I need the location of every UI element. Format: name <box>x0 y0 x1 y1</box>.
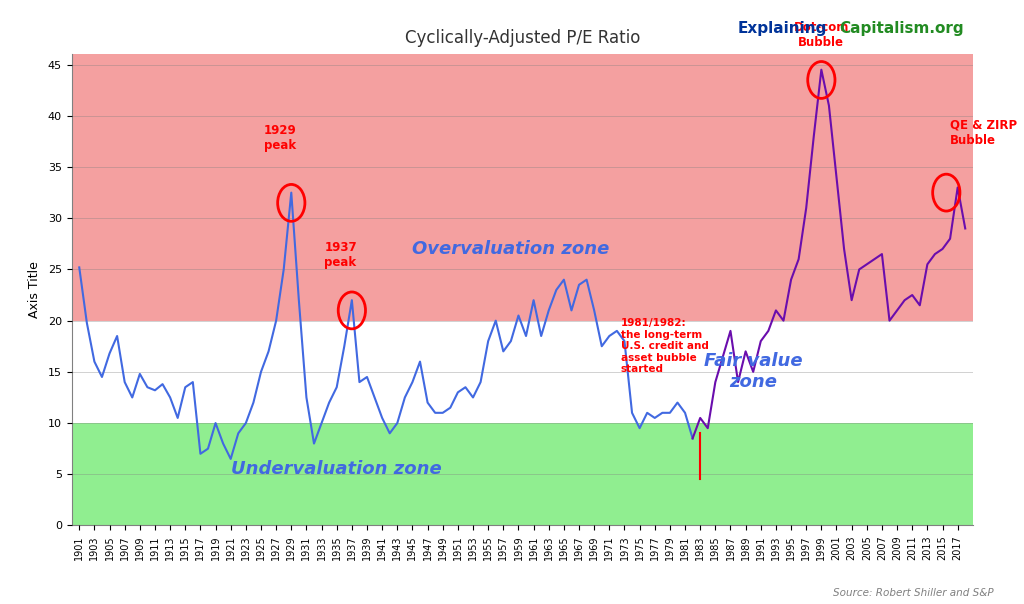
Bar <box>72 423 973 525</box>
Title: Cyclically-Adjusted P/E Ratio: Cyclically-Adjusted P/E Ratio <box>404 29 640 47</box>
Text: Undervaluation zone: Undervaluation zone <box>231 460 442 478</box>
Text: 1929
peak: 1929 peak <box>263 124 296 152</box>
Bar <box>72 54 973 321</box>
Text: Source: Robert Shiller and S&P: Source: Robert Shiller and S&P <box>833 588 993 598</box>
Text: 1981/1982:
the long-term
U.S. credit and
asset bubble
started: 1981/1982: the long-term U.S. credit and… <box>621 318 709 374</box>
Text: Capitalism.org: Capitalism.org <box>840 21 965 36</box>
Text: Explaining: Explaining <box>737 21 826 36</box>
Y-axis label: Axis Title: Axis Title <box>28 262 41 318</box>
Bar <box>72 321 973 423</box>
Text: Fair value
zone: Fair value zone <box>703 353 803 391</box>
Text: Overvaluation zone: Overvaluation zone <box>413 240 609 258</box>
Text: 1937
peak: 1937 peak <box>325 242 356 269</box>
Text: QE & ZIRP
Bubble: QE & ZIRP Bubble <box>950 118 1017 147</box>
Text: Dot-com
Bubble: Dot-com Bubble <box>794 21 849 50</box>
